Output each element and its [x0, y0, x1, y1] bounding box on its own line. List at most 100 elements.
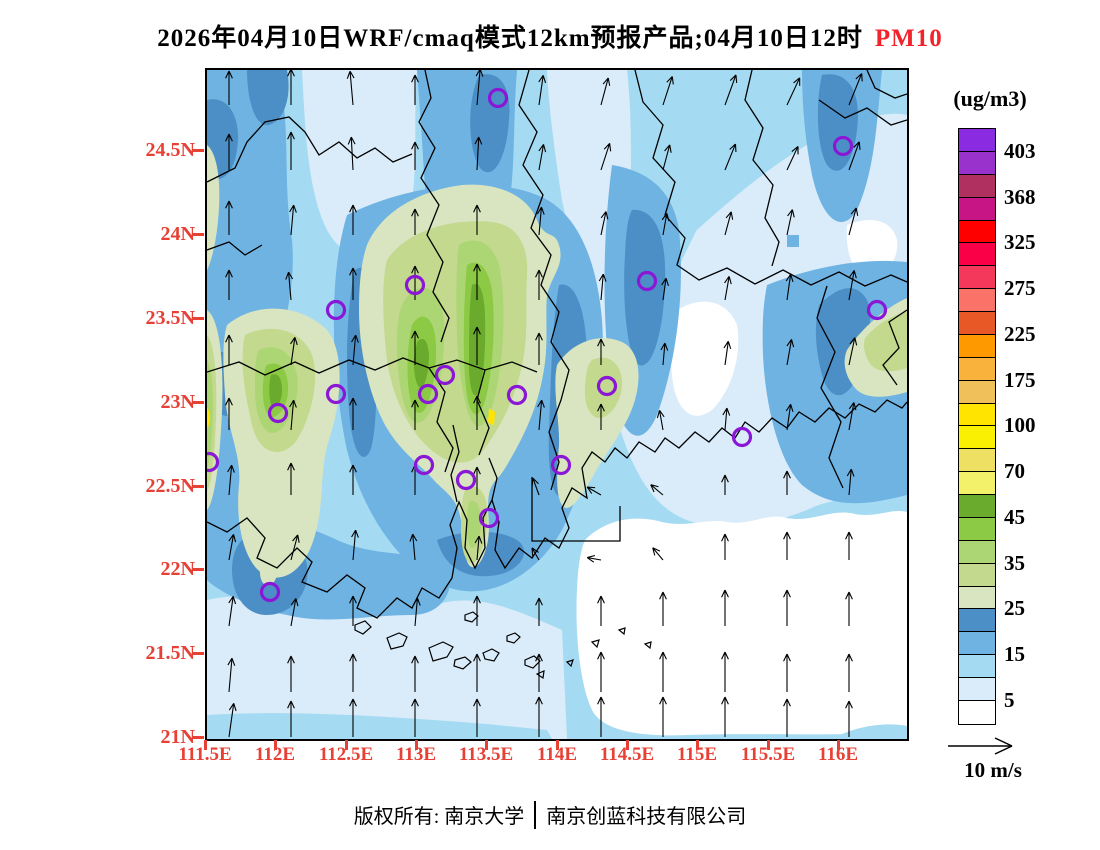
footer-divider: [534, 800, 537, 829]
station-marker: [267, 402, 289, 424]
wind-arrow: [474, 535, 483, 561]
y-axis-label: 22.5N: [145, 475, 195, 497]
wind-arrow: [786, 77, 801, 106]
wind-arrow: [597, 651, 605, 692]
station-marker: [259, 581, 281, 603]
colorbar-units: (ug/m3): [953, 86, 1027, 111]
wind-arrow: [786, 146, 799, 171]
colorbar-cell: [959, 403, 995, 427]
wind-arrow: [845, 591, 853, 626]
copyright-company: 南京创蓝科技有限公司: [546, 806, 747, 828]
wind-arrow: [411, 208, 419, 235]
colorbar-tick-label: 70: [1004, 459, 1025, 484]
colorbar-cell: [959, 151, 995, 175]
wind-arrow: [290, 534, 300, 561]
wind-arrow: [786, 339, 795, 366]
wind-arrow: [597, 595, 605, 626]
y-axis-tick: [192, 401, 204, 404]
wind-arrow: [848, 141, 861, 171]
wind-arrow: [531, 477, 540, 496]
x-axis-label: 114E: [536, 744, 578, 765]
x-axis-tick: [204, 740, 207, 750]
wind-arrow: [721, 533, 729, 560]
copyright-footer: 版权所有: 南京大学 南京创蓝科技有限公司: [0, 800, 1100, 829]
x-axis-label: 112E: [254, 744, 296, 765]
colorbar-tick-label: 325: [1004, 230, 1036, 255]
x-axis-tick: [696, 740, 699, 750]
station-marker: [478, 507, 500, 529]
y-axis-label: 21N: [160, 726, 195, 748]
wind-arrow: [228, 703, 237, 738]
wind-arrow: [597, 338, 605, 365]
wind-arrow: [473, 326, 481, 365]
station-marker: [731, 426, 753, 448]
station-marker: [487, 87, 509, 109]
wind-arrow: [225, 269, 233, 300]
wind-arrow: [473, 466, 481, 495]
wind-arrow: [289, 204, 297, 236]
wind-arrow: [600, 211, 609, 236]
wind-arrow: [724, 211, 734, 236]
colorbar-tick-label: 25: [1004, 596, 1025, 621]
station-marker: [832, 135, 854, 157]
x-axis-label: 115E: [676, 744, 718, 765]
x-axis-tick: [345, 740, 348, 750]
wind-arrow: [783, 589, 791, 626]
wind-arrow: [290, 598, 299, 627]
wind-arrow: [228, 534, 237, 561]
hk-region-box: [531, 477, 621, 542]
y-axis-tick: [192, 233, 204, 236]
colorbar-cell: [959, 472, 995, 495]
station-marker: [207, 451, 220, 473]
x-axis-label: 115.5E: [740, 744, 796, 765]
colorbar-tick-label: 175: [1004, 367, 1036, 392]
wind-arrow: [411, 74, 419, 105]
wind-arrow: [225, 70, 233, 105]
y-axis-tick: [192, 149, 204, 152]
island-outlines: [354, 611, 652, 680]
station-marker: [455, 469, 477, 491]
wind-arrow: [846, 468, 855, 496]
wind-arrow: [287, 462, 295, 495]
wind-arrow: [848, 73, 863, 106]
wind-arrow: [845, 653, 853, 692]
x-axis-tick: [837, 740, 840, 750]
wind-arrow: [845, 531, 853, 560]
colorbar-cell: [959, 380, 995, 404]
y-axis-label: 21.5N: [145, 642, 195, 664]
wind-arrow: [475, 70, 484, 106]
wind-arrow: [349, 204, 357, 235]
colorbar-cell: [959, 243, 995, 267]
y-axis-label: 24N: [160, 223, 195, 245]
colorbar-cell: [959, 220, 995, 244]
colorbar-cell: [959, 289, 995, 312]
copyright-owner: 版权所有: 南京大学: [353, 806, 525, 828]
wind-arrow: [721, 474, 729, 495]
x-axis-label: 113.5E: [458, 744, 514, 765]
colorbar-cell: [959, 334, 995, 358]
y-axis-label: 23.5N: [145, 307, 195, 329]
y-axis-tick: [192, 568, 204, 571]
wind-arrow: [473, 698, 481, 737]
wind-arrow: [786, 209, 795, 236]
colorbar-tick-label: 100: [1004, 413, 1036, 438]
wind-arrow: [351, 529, 359, 561]
wind-arrow: [225, 397, 233, 430]
wind-arrow: [662, 76, 674, 106]
wind-arrow: [535, 696, 543, 737]
station-marker: [866, 299, 888, 321]
wind-arrow: [586, 486, 602, 496]
wind-arrow: [600, 142, 612, 171]
wind-arrow: [848, 402, 857, 431]
wind-arrow: [346, 70, 355, 106]
y-axis-label: 24.5N: [145, 139, 195, 161]
wind-arrow: [535, 597, 543, 626]
wind-arrow: [845, 700, 853, 737]
map-frame: [205, 68, 909, 741]
wind-arrow: [349, 464, 357, 495]
wind-arrow: [411, 399, 419, 430]
wind-arrow: [597, 403, 605, 430]
wind-arrow: [287, 131, 295, 170]
wind-arrow: [724, 276, 732, 301]
colorbar-cell: [959, 357, 995, 381]
